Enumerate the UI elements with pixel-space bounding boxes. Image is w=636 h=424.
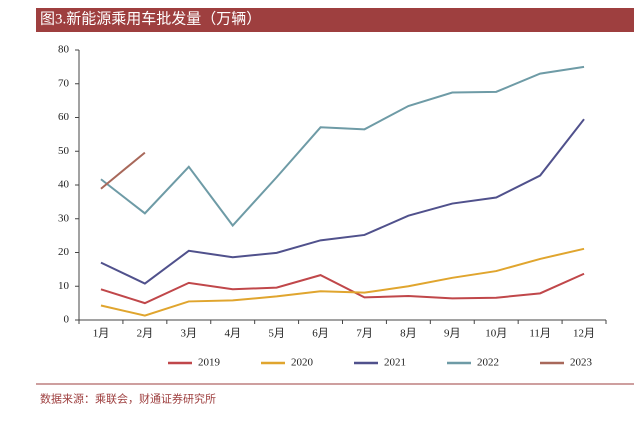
source-note: 数据来源：乘联会，财通证券研究所 [40, 392, 216, 406]
y-tick-label: 40 [58, 179, 70, 191]
x-tick-label: 2月 [137, 328, 154, 340]
x-tick-label: 8月 [400, 328, 417, 340]
series-line [100, 272, 585, 305]
legend-label: 2022 [477, 357, 499, 369]
y-tick-label: 10 [58, 280, 70, 292]
x-tick-label: 6月 [312, 328, 329, 340]
legend-label: 2019 [198, 357, 221, 369]
y-tick-label: 60 [58, 111, 70, 123]
series-line [100, 65, 585, 228]
y-tick-label: 70 [58, 77, 70, 89]
x-tick-label: 1月 [93, 328, 110, 340]
x-tick-label: 12月 [573, 328, 595, 340]
x-tick-label: 3月 [181, 328, 198, 340]
x-tick-label: 4月 [224, 328, 241, 340]
legend-label: 2021 [384, 357, 406, 369]
x-tick-label: 10月 [485, 328, 507, 340]
legend-label: 2020 [291, 357, 314, 369]
y-tick-label: 20 [58, 246, 70, 258]
title-bar [36, 8, 634, 32]
x-tick-label: 11月 [529, 328, 551, 340]
series-line [100, 118, 585, 285]
y-tick-label: 50 [58, 145, 70, 157]
y-tick-label: 80 [58, 44, 70, 56]
x-tick-label: 7月 [356, 328, 373, 340]
chart-title: 图3.新能源乘用车批发量（万辆） [40, 10, 261, 27]
legend-label: 2023 [570, 357, 593, 369]
y-tick-label: 0 [64, 314, 70, 326]
series-line [100, 151, 146, 190]
y-tick-label: 30 [58, 212, 70, 224]
series-line [100, 247, 585, 317]
x-tick-label: 5月 [268, 328, 285, 340]
x-tick-label: 9月 [444, 328, 461, 340]
